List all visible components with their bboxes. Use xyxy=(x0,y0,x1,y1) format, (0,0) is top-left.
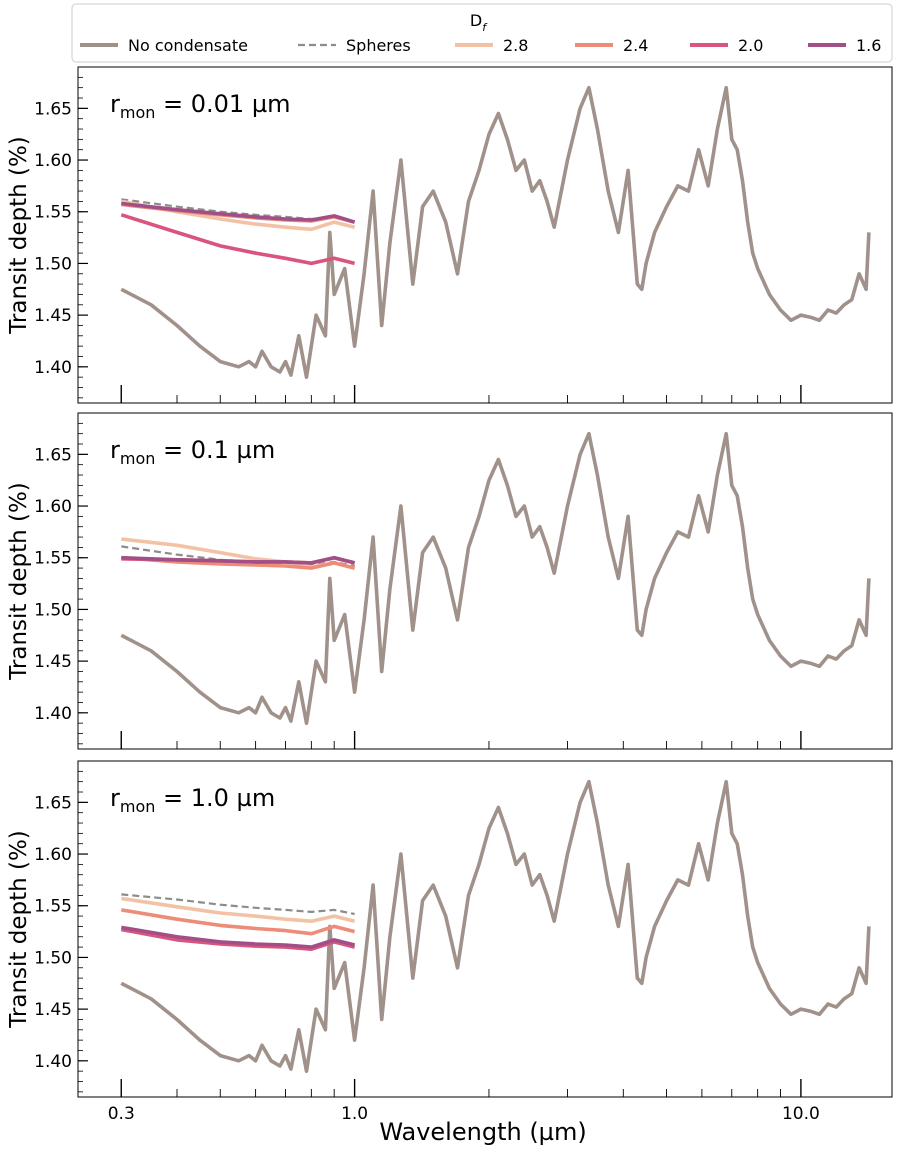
series-line-2-0 xyxy=(120,213,356,266)
panel-frame xyxy=(77,412,893,750)
y-tick-label: 1.65 xyxy=(34,445,72,465)
panel-annotation: rmon = 1.0 µm xyxy=(110,784,275,816)
legend-title: Df xyxy=(470,11,488,34)
legend-label-4: 2.0 xyxy=(738,36,763,55)
series-line-1-6 xyxy=(121,201,356,224)
y-tick-label: 1.50 xyxy=(34,254,72,274)
series-line-1-6 xyxy=(121,555,356,565)
series-line-2-8 xyxy=(121,896,356,923)
series-line-no-condensate xyxy=(120,431,871,725)
legend-label-2: 2.8 xyxy=(503,36,528,55)
y-axis-label: Transit depth (%) xyxy=(6,482,32,681)
series-line-1-6 xyxy=(121,925,356,949)
legend-label-0: No condensate xyxy=(128,36,248,55)
y-tick-label: 1.60 xyxy=(34,497,72,517)
series-line-no-condensate xyxy=(120,779,871,1073)
legend-label-1: Spheres xyxy=(346,36,411,55)
x-tick-label: 10.0 xyxy=(782,1104,820,1124)
legend-label-3: 2.4 xyxy=(623,36,648,55)
panel-annotation: rmon = 0.01 µm xyxy=(110,90,290,122)
legend-frame xyxy=(71,3,893,63)
y-tick-label: 1.45 xyxy=(34,652,72,672)
x-tick-label: 0.3 xyxy=(108,1104,135,1124)
y-tick-label: 1.45 xyxy=(34,1000,72,1020)
panel-frame xyxy=(77,66,893,404)
series-line-no-condensate xyxy=(120,85,871,379)
x-axis-label: Wavelength (µm) xyxy=(379,1118,586,1146)
legend-entries: No condensate Spheres 2.8 2.4 2.0 1.6 xyxy=(80,36,881,55)
series-line-2-4 xyxy=(121,908,356,936)
y-tick-label: 1.50 xyxy=(34,600,72,620)
y-tick-label: 1.40 xyxy=(34,358,72,378)
panel-2: 1.40 1.45 1.50 1.55 1.60 1.65 0.3 1.0 10.0 Transi… xyxy=(6,760,893,1124)
y-axis-label: Transit depth (%) xyxy=(6,830,32,1029)
y-tick-label: 1.45 xyxy=(34,306,72,326)
y-axis-label: Transit depth (%) xyxy=(6,136,32,335)
y-tick-label: 1.55 xyxy=(34,549,72,569)
y-tick-label: 1.55 xyxy=(34,203,72,223)
x-tick-label: 1.0 xyxy=(341,1104,368,1124)
panel-frame xyxy=(77,760,893,1098)
y-tick-label: 1.55 xyxy=(34,897,72,917)
legend-label-5: 1.6 xyxy=(856,36,881,55)
y-tick-label: 1.50 xyxy=(34,948,72,968)
panel-annotation: rmon = 0.1 µm xyxy=(110,436,275,468)
series-line-2-0 xyxy=(120,927,356,951)
y-tick-label: 1.65 xyxy=(34,793,72,813)
y-tick-label: 1.60 xyxy=(34,845,72,865)
series-line-2-4 xyxy=(121,555,356,570)
legend: Df No condensate Spheres 2.8 2.4 2.0 1.6 xyxy=(71,3,893,63)
y-tick-label: 1.65 xyxy=(34,99,72,119)
y-tick-label: 1.60 xyxy=(34,151,72,171)
series-line-spheres xyxy=(121,893,355,916)
y-tick-label: 1.40 xyxy=(34,704,72,724)
y-tick-label: 1.40 xyxy=(34,1052,72,1072)
